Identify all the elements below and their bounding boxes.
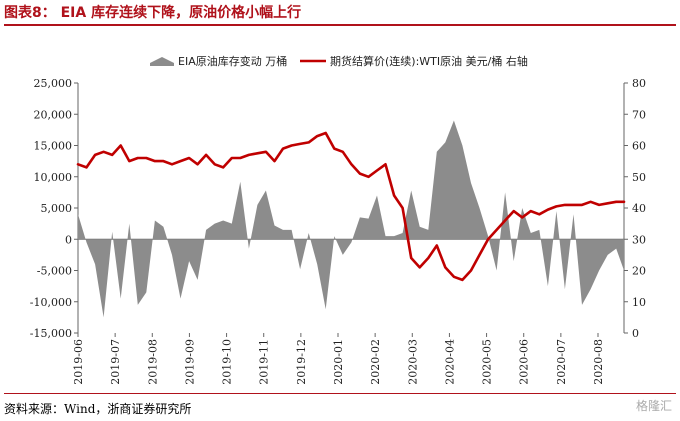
wti-price-line xyxy=(76,131,626,282)
x-tick-label: 2019-11 xyxy=(258,339,271,385)
right-tick-label: 80 xyxy=(632,77,646,90)
legend-inventory-swatch xyxy=(150,57,174,66)
right-tick-label: 40 xyxy=(632,202,646,215)
left-tick-label: -15,000 xyxy=(30,327,72,340)
left-tick-label: 0 xyxy=(65,233,72,246)
left-tick-label: 10,000 xyxy=(34,171,73,184)
watermark: 格隆汇 xyxy=(635,399,672,413)
x-tick-label: 2019-06 xyxy=(72,339,85,385)
plot-area xyxy=(76,120,626,318)
x-tick-label: 2019-08 xyxy=(146,339,159,385)
left-tick-label: 15,000 xyxy=(34,140,73,153)
left-tick-label: 5,000 xyxy=(41,202,73,215)
right-tick-label: 20 xyxy=(632,265,646,278)
right-tick-label: 30 xyxy=(632,233,646,246)
x-tick-label: 2020-08 xyxy=(592,339,605,385)
x-tick-label: 2020-01 xyxy=(332,339,345,385)
x-tick-label: 2020-02 xyxy=(369,339,382,385)
x-tick-label: 2019-09 xyxy=(183,339,196,385)
x-tick-label: 2019-12 xyxy=(295,339,308,385)
source-note: 资料来源：Wind，浙商证券研究所 xyxy=(4,402,192,416)
inventory-area xyxy=(78,120,624,318)
x-tick-label: 2020-06 xyxy=(518,339,531,385)
legend: EIA原油库存变动 万桶 期货结算价(连续):WTI原油 美元/桶 右轴 xyxy=(150,54,528,68)
title-divider xyxy=(4,24,676,26)
x-tick-label: 2020-07 xyxy=(555,339,568,385)
chart: EIA原油库存变动 万桶 期货结算价(连续):WTI原油 美元/桶 右轴 25,0… xyxy=(30,54,646,385)
x-tick-label: 2020-04 xyxy=(443,339,456,385)
x-tick-label: 2020-05 xyxy=(481,339,494,385)
tick-labels: 25,000 20,000 15,000 10,000 5,000 0 -5,000 -10,… xyxy=(30,77,646,385)
legend-price-label: 期货结算价(连续):WTI原油 美元/桶 右轴 xyxy=(330,54,528,68)
right-tick-label: 70 xyxy=(632,108,646,121)
left-tick-label: -10,000 xyxy=(30,296,72,309)
legend-inventory-label: EIA原油库存变动 万桶 xyxy=(178,54,287,68)
right-tick-label: 0 xyxy=(632,327,639,340)
left-tick-label: 25,000 xyxy=(34,77,73,90)
right-tick-label: 10 xyxy=(632,296,646,309)
right-tick-label: 60 xyxy=(632,140,646,153)
x-tick-label: 2019-10 xyxy=(221,339,234,385)
left-tick-label: 20,000 xyxy=(34,108,73,121)
chart-title: 图表8： EIA 库存连续下降，原油价格小幅上行 xyxy=(4,5,302,21)
footer-divider xyxy=(4,393,676,394)
x-tick-label: 2020-03 xyxy=(406,339,419,385)
x-tick-label: 2019-07 xyxy=(109,339,122,385)
right-tick-label: 50 xyxy=(632,171,646,184)
left-tick-label: -5,000 xyxy=(37,265,72,278)
